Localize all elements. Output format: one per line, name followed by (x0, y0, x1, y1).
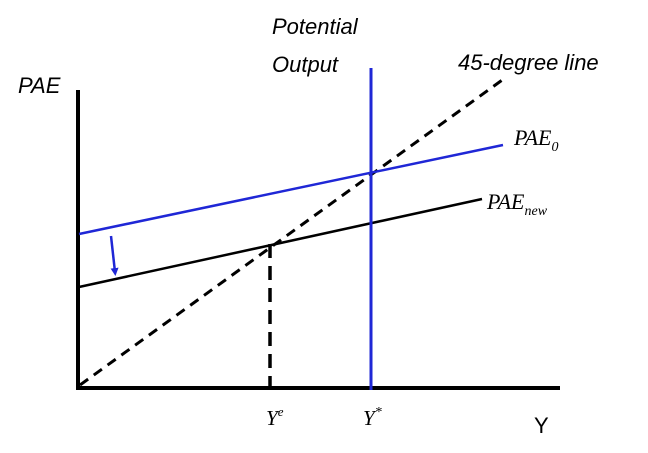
y-axis-label: PAE (18, 73, 61, 98)
shift-arrow (109, 235, 119, 276)
pae-new-label: PAEnew (486, 189, 548, 219)
potential-output-label-line2: Output (272, 52, 339, 77)
pae-new-line (78, 197, 483, 289)
forty-five-degree-line (79, 76, 506, 387)
pae0-label: PAE0 (513, 125, 558, 155)
x-axis-label: Y (534, 413, 549, 438)
y-star-label: Y* (363, 405, 382, 430)
pae0-line (78, 143, 504, 236)
potential-output-label-line1: Potential (272, 14, 359, 39)
forty-five-degree-label: 45-degree line (458, 50, 599, 75)
y-equilibrium-label: Ye (266, 404, 284, 430)
